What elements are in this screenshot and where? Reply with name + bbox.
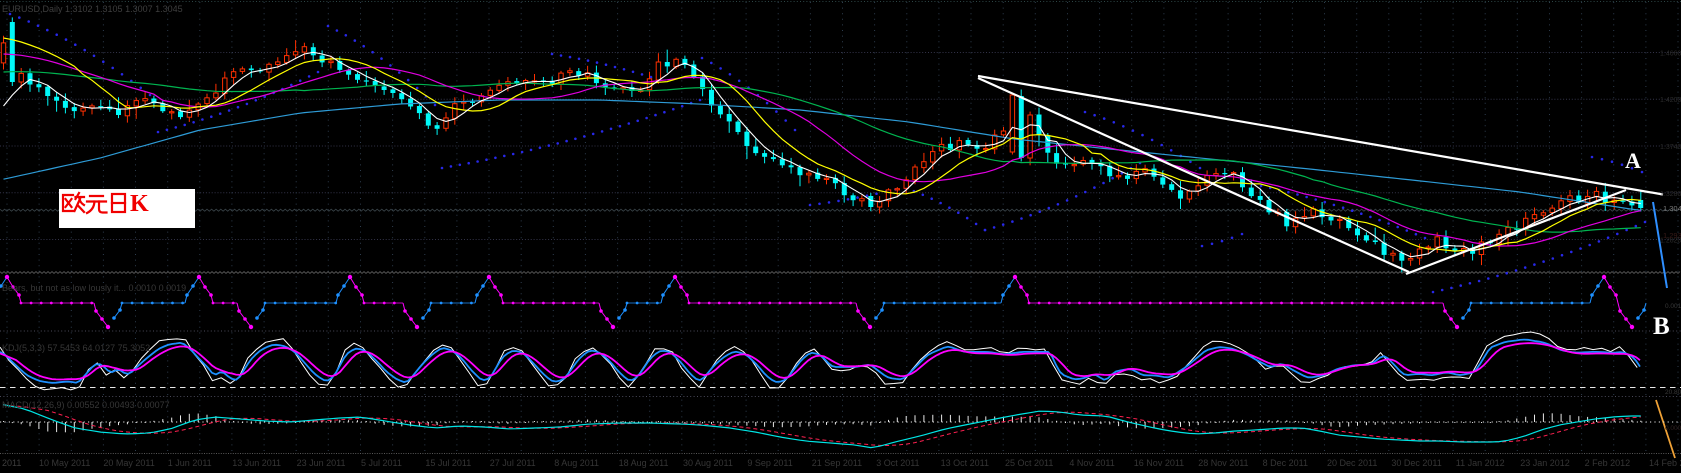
svg-text:A: A xyxy=(1625,148,1641,173)
svg-text:Bears, but not as low lously i: Bears, but not as low lously it... 0.001… xyxy=(2,283,186,293)
svg-text:8 Dec 2011: 8 Dec 2011 xyxy=(1263,458,1308,468)
svg-text:B: B xyxy=(1653,313,1670,340)
svg-text:13 Jun 2011: 13 Jun 2011 xyxy=(232,458,281,468)
svg-text:30 Aug 2011: 30 Aug 2011 xyxy=(683,458,733,468)
svg-text:1 Jun 2011: 1 Jun 2011 xyxy=(168,458,212,468)
svg-text:KDJ(5,3,3) 57.5453 64.0127 75: KDJ(5,3,3) 57.5453 64.0127 75.3052 xyxy=(2,343,150,353)
svg-text:1.4200: 1.4200 xyxy=(1660,97,1681,104)
svg-text:21 Sep 2011: 21 Sep 2011 xyxy=(812,458,862,468)
svg-text:2011: 2011 xyxy=(2,458,21,468)
svg-text:MACD(12,26,9) 0.00552 0.00493: MACD(12,26,9) 0.00552 0.00493 0.00077 xyxy=(2,400,170,410)
svg-text:20 Dec 2011: 20 Dec 2011 xyxy=(1327,458,1377,468)
svg-text:23 Jun 2011: 23 Jun 2011 xyxy=(297,458,346,468)
svg-text:15 Jul 2011: 15 Jul 2011 xyxy=(425,458,471,468)
svg-text:1.3740: 1.3740 xyxy=(1660,144,1681,151)
svg-text:K: K xyxy=(130,191,149,217)
svg-text:1.2820: 1.2820 xyxy=(1660,238,1681,245)
svg-text:1.4660: 1.4660 xyxy=(1660,51,1681,58)
svg-text:0.0010: 0.0010 xyxy=(1665,303,1681,310)
svg-text:3 Oct 2011: 3 Oct 2011 xyxy=(876,458,919,468)
svg-text:20.8058: 20.8058 xyxy=(1665,389,1681,396)
svg-text:20 May 2011: 20 May 2011 xyxy=(103,458,154,468)
svg-text:16 Nov 2011: 16 Nov 2011 xyxy=(1134,458,1184,468)
svg-text:2 Feb 2012: 2 Feb 2012 xyxy=(1585,458,1631,468)
svg-text:18 Aug 2011: 18 Aug 2011 xyxy=(619,458,669,468)
svg-text:30 Dec 2011: 30 Dec 2011 xyxy=(1391,458,1441,468)
svg-text:10 May 2011: 10 May 2011 xyxy=(39,458,90,468)
svg-text:EURUSD,Daily 1.3102 1.3105 1.: EURUSD,Daily 1.3102 1.3105 1.3007 1.3045 xyxy=(2,4,183,14)
svg-text:23 Jan 2012: 23 Jan 2012 xyxy=(1520,458,1570,468)
svg-text:28 Nov 2011: 28 Nov 2011 xyxy=(1198,458,1248,468)
svg-text:27 Jul 2011: 27 Jul 2011 xyxy=(490,458,536,468)
svg-text:1.3280: 1.3280 xyxy=(1660,191,1681,198)
svg-text:0.0008: 0.0008 xyxy=(1665,425,1681,432)
svg-text:11 Jan 2012: 11 Jan 2012 xyxy=(1456,458,1505,468)
svg-text:5 Jul 2011: 5 Jul 2011 xyxy=(361,458,402,468)
svg-text:8 Aug 2011: 8 Aug 2011 xyxy=(554,458,599,468)
svg-text:9 Sep 2011: 9 Sep 2011 xyxy=(747,458,792,468)
svg-text:4 Nov 2011: 4 Nov 2011 xyxy=(1069,458,1114,468)
svg-text:1.3045: 1.3045 xyxy=(1663,204,1681,213)
svg-text:13 Oct 2011: 13 Oct 2011 xyxy=(941,458,989,468)
svg-text:14 Feb 2012: 14 Feb 2012 xyxy=(1649,458,1681,468)
svg-text:25 Oct 2011: 25 Oct 2011 xyxy=(1005,458,1053,468)
